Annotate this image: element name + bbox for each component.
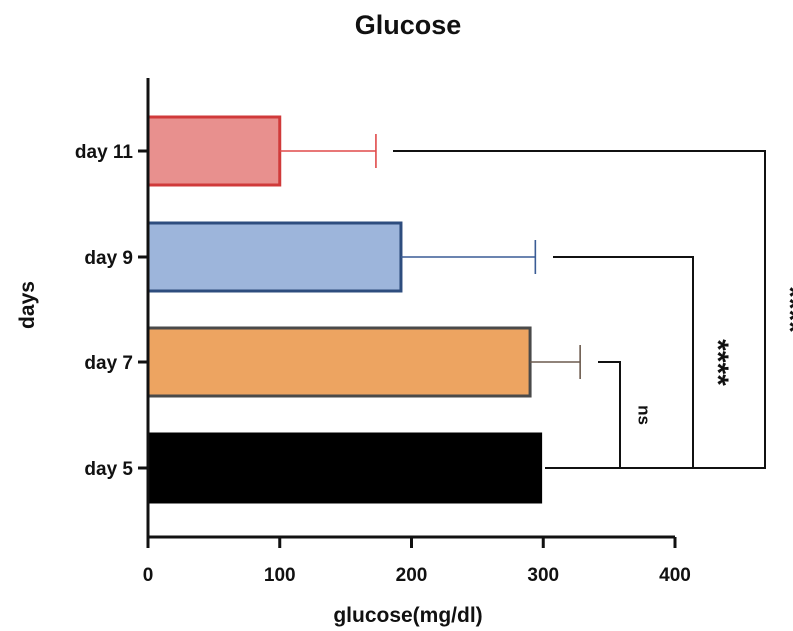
significance-label: **** [773,286,793,333]
x-tick-labels: 0 100 200 300 400 [143,565,691,586]
y-axis-label: days [16,281,39,329]
x-tick-label: 100 [264,565,296,586]
x-tick-label: 300 [527,565,559,586]
bar-day-9 [146,221,403,293]
x-tick-label: 200 [396,565,428,586]
significance-bracket [545,361,621,469]
y-tick-label: day 7 [84,353,133,374]
x-tick-label: 0 [143,565,154,586]
y-tick-labels: day 11 day 9 day 7 day 5 [75,142,134,480]
y-tick-label: day 9 [84,248,133,269]
significance-bracket [393,150,766,469]
bar-day-11 [146,115,282,187]
bar-day-5 [146,432,543,504]
y-tick-label: day 11 [75,142,134,163]
plot-area [138,78,677,548]
bar-day-7 [146,326,532,398]
significance-label: ns [635,405,654,425]
x-tick-label: 400 [659,565,691,586]
significance-bracket [553,256,694,469]
significance-brackets: ns **** **** [393,150,793,469]
significance-label: **** [701,339,734,386]
chart-title: Glucose [355,10,462,40]
y-tick-label: day 5 [84,459,133,480]
x-axis-label: glucose(mg/dl) [333,604,482,627]
